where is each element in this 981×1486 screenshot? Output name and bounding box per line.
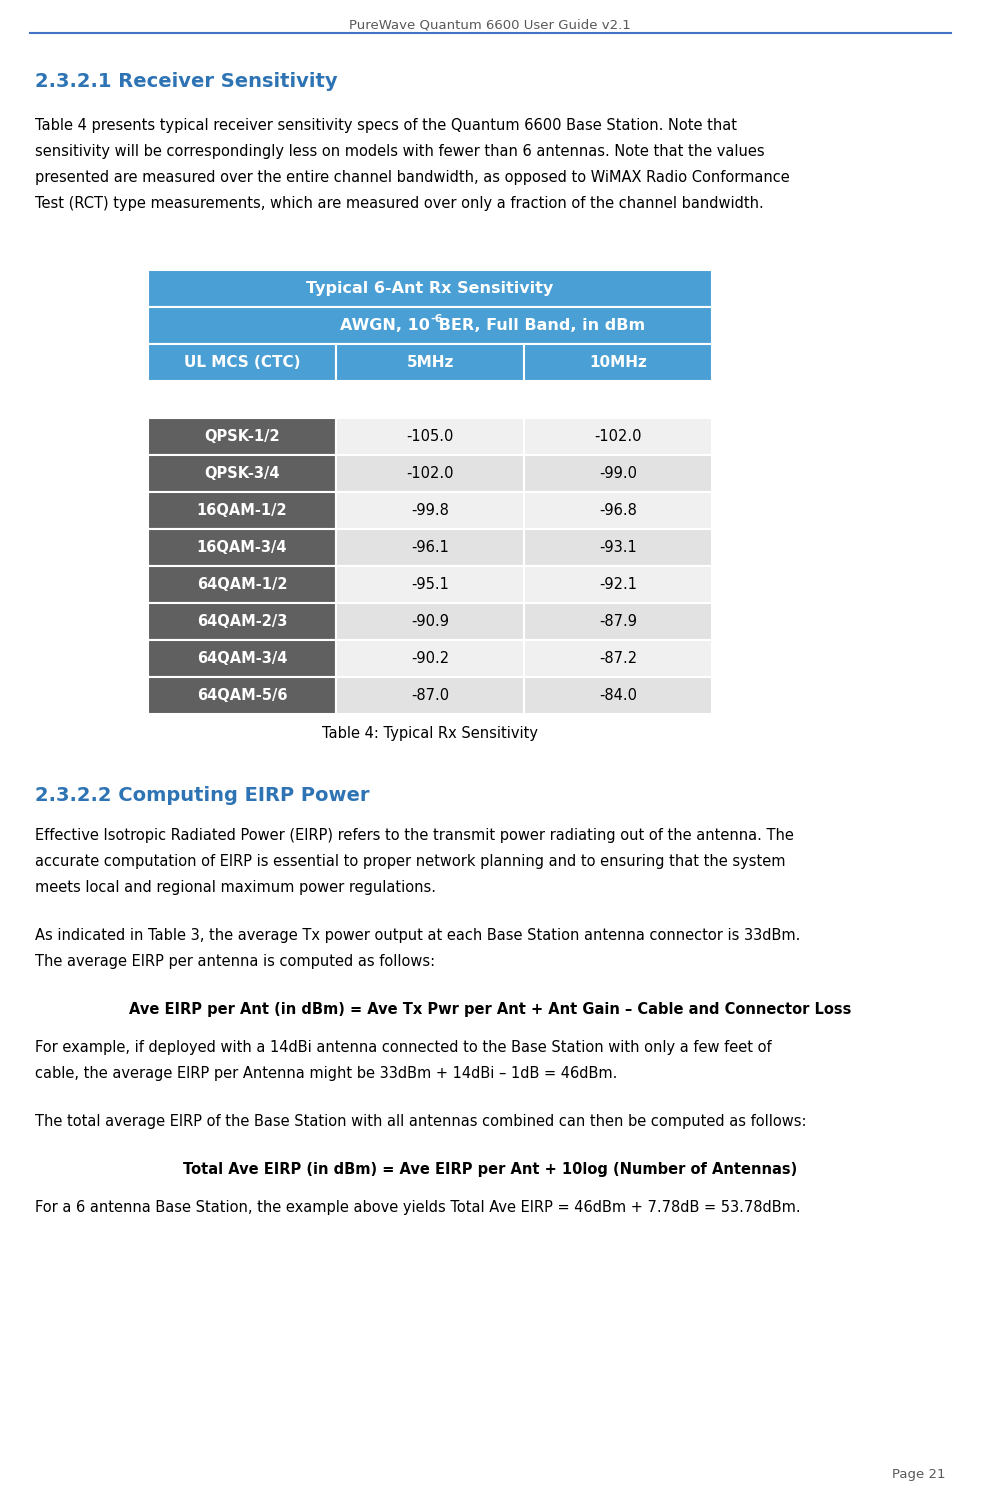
- Bar: [336, 492, 524, 529]
- Text: 64QAM-5/6: 64QAM-5/6: [197, 688, 287, 703]
- Text: 16QAM-3/4: 16QAM-3/4: [197, 539, 287, 554]
- Bar: [524, 640, 712, 678]
- Bar: [148, 678, 336, 713]
- Bar: [524, 492, 712, 529]
- Bar: [336, 418, 524, 455]
- Text: For example, if deployed with a 14dBi antenna connected to the Base Station with: For example, if deployed with a 14dBi an…: [35, 1040, 772, 1055]
- Bar: [524, 566, 712, 603]
- Text: 10MHz: 10MHz: [589, 355, 646, 370]
- Text: meets local and regional maximum power regulations.: meets local and regional maximum power r…: [35, 880, 436, 895]
- Text: -87.2: -87.2: [599, 651, 637, 666]
- Bar: [148, 343, 336, 380]
- Text: cable, the average EIRP per Antenna might be 33dBm + 14dBi – 1dB = 46dBm.: cable, the average EIRP per Antenna migh…: [35, 1065, 617, 1080]
- Text: -90.9: -90.9: [411, 614, 449, 629]
- Text: 16QAM-1/2: 16QAM-1/2: [196, 502, 287, 519]
- Text: -96.1: -96.1: [411, 539, 449, 554]
- Text: 2.3.2.2 Computing EIRP Power: 2.3.2.2 Computing EIRP Power: [35, 786, 370, 805]
- Text: presented are measured over the entire channel bandwidth, as opposed to WiMAX Ra: presented are measured over the entire c…: [35, 169, 790, 184]
- Text: Total Ave EIRP (in dBm) = Ave EIRP per Ant + 10log (Number of Antennas): Total Ave EIRP (in dBm) = Ave EIRP per A…: [182, 1162, 798, 1177]
- Bar: [336, 603, 524, 640]
- Text: PureWave Quantum 6600 User Guide v2.1: PureWave Quantum 6600 User Guide v2.1: [349, 18, 631, 31]
- Text: -6: -6: [430, 315, 442, 324]
- Bar: [148, 308, 712, 343]
- Text: accurate computation of EIRP is essential to proper network planning and to ensu: accurate computation of EIRP is essentia…: [35, 854, 786, 869]
- Text: 2.3.2.1 Receiver Sensitivity: 2.3.2.1 Receiver Sensitivity: [35, 71, 337, 91]
- Text: Test (RCT) type measurements, which are measured over only a fraction of the cha: Test (RCT) type measurements, which are …: [35, 196, 764, 211]
- Text: QPSK-3/4: QPSK-3/4: [204, 467, 280, 481]
- Text: The average EIRP per antenna is computed as follows:: The average EIRP per antenna is computed…: [35, 954, 436, 969]
- Bar: [524, 603, 712, 640]
- Text: -102.0: -102.0: [594, 429, 642, 444]
- Text: 64QAM-1/2: 64QAM-1/2: [197, 577, 287, 591]
- Text: sensitivity will be correspondingly less on models with fewer than 6 antennas. N: sensitivity will be correspondingly less…: [35, 144, 764, 159]
- Text: Typical 6-Ant Rx Sensitivity: Typical 6-Ant Rx Sensitivity: [306, 281, 553, 296]
- Bar: [336, 566, 524, 603]
- Bar: [148, 492, 336, 529]
- Bar: [148, 603, 336, 640]
- Bar: [148, 566, 336, 603]
- Text: -84.0: -84.0: [599, 688, 637, 703]
- Bar: [148, 455, 336, 492]
- Bar: [148, 529, 336, 566]
- Text: Table 4 presents typical receiver sensitivity specs of the Quantum 6600 Base Sta: Table 4 presents typical receiver sensit…: [35, 117, 737, 134]
- Bar: [336, 678, 524, 713]
- Text: -105.0: -105.0: [406, 429, 453, 444]
- Text: 64QAM-3/4: 64QAM-3/4: [197, 651, 287, 666]
- Text: QPSK-1/2: QPSK-1/2: [204, 429, 280, 444]
- Text: -99.0: -99.0: [599, 467, 637, 481]
- Bar: [524, 455, 712, 492]
- Text: -92.1: -92.1: [599, 577, 637, 591]
- Bar: [524, 418, 712, 455]
- Bar: [524, 529, 712, 566]
- Text: -96.8: -96.8: [599, 502, 637, 519]
- Bar: [148, 418, 336, 455]
- Text: -102.0: -102.0: [406, 467, 454, 481]
- Bar: [524, 343, 712, 380]
- Text: -87.9: -87.9: [599, 614, 637, 629]
- Text: Effective Isotropic Radiated Power (EIRP) refers to the transmit power radiating: Effective Isotropic Radiated Power (EIRP…: [35, 828, 794, 843]
- Text: Table 4: Typical Rx Sensitivity: Table 4: Typical Rx Sensitivity: [322, 727, 538, 742]
- Text: The total average EIRP of the Base Station with all antennas combined can then b: The total average EIRP of the Base Stati…: [35, 1114, 806, 1129]
- Bar: [336, 529, 524, 566]
- Text: -87.0: -87.0: [411, 688, 449, 703]
- Text: UL MCS (CTC): UL MCS (CTC): [183, 355, 300, 370]
- Bar: [336, 640, 524, 678]
- Text: -99.8: -99.8: [411, 502, 449, 519]
- Text: -90.2: -90.2: [411, 651, 449, 666]
- Text: 5MHz: 5MHz: [406, 355, 453, 370]
- Text: Page 21: Page 21: [893, 1468, 946, 1482]
- Text: 64QAM-2/3: 64QAM-2/3: [197, 614, 287, 629]
- Bar: [524, 678, 712, 713]
- Bar: [148, 640, 336, 678]
- Bar: [336, 455, 524, 492]
- Text: BER, Full Band, in dBm: BER, Full Band, in dBm: [433, 318, 645, 333]
- Bar: [336, 343, 524, 380]
- Text: -93.1: -93.1: [599, 539, 637, 554]
- Text: -95.1: -95.1: [411, 577, 449, 591]
- Text: AWGN, 10: AWGN, 10: [340, 318, 430, 333]
- Text: As indicated in Table 3, the average Tx power output at each Base Station antenn: As indicated in Table 3, the average Tx …: [35, 927, 800, 944]
- Text: Ave EIRP per Ant (in dBm) = Ave Tx Pwr per Ant + Ant Gain – Cable and Connector : Ave EIRP per Ant (in dBm) = Ave Tx Pwr p…: [129, 1002, 852, 1016]
- Bar: [148, 270, 712, 308]
- Text: For a 6 antenna Base Station, the example above yields Total Ave EIRP = 46dBm + : For a 6 antenna Base Station, the exampl…: [35, 1201, 800, 1216]
